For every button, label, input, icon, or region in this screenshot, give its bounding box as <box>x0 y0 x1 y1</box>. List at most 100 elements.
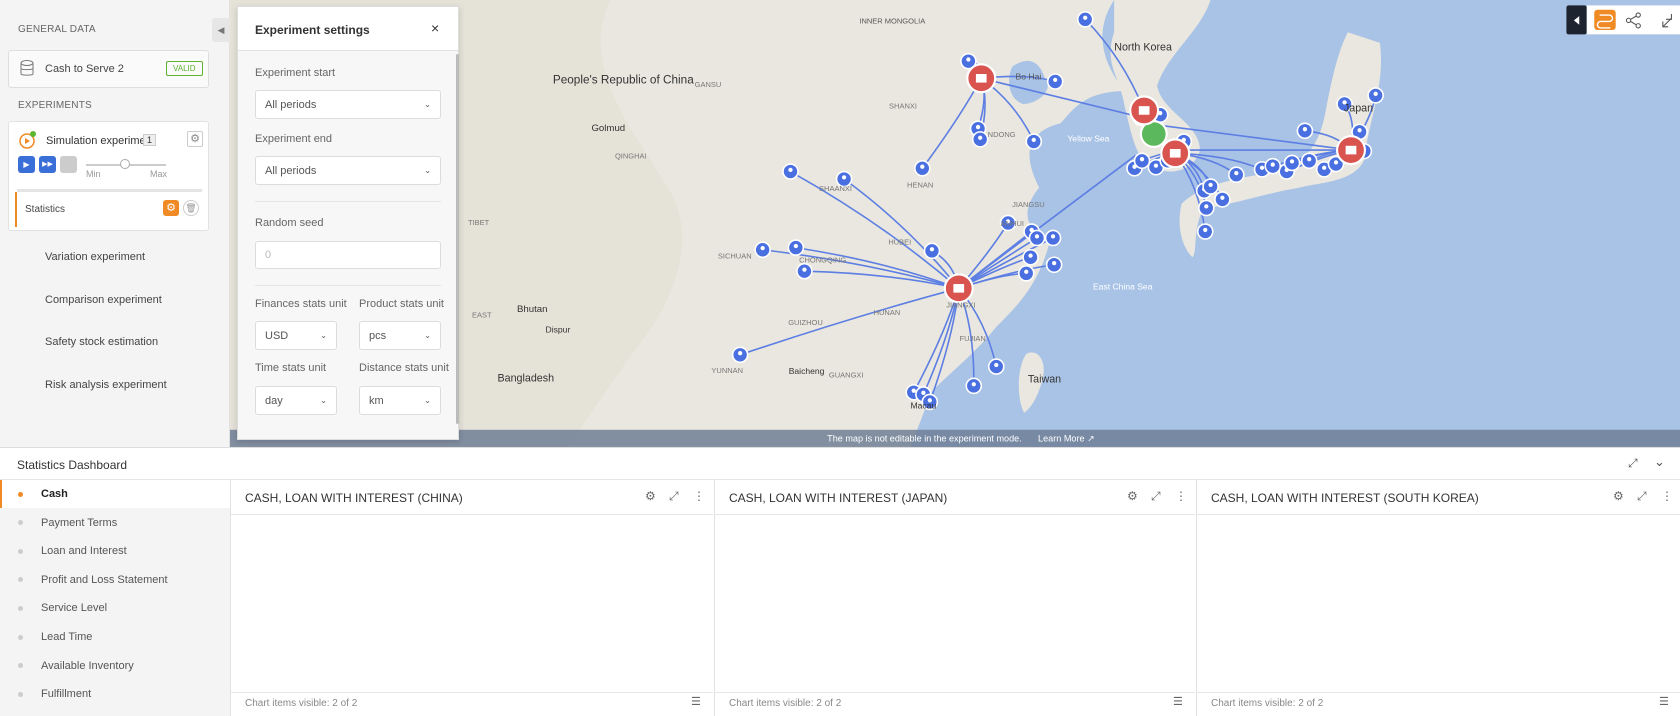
seed-input[interactable]: 0 <box>255 241 441 269</box>
nav-item[interactable]: Available Inventory <box>0 652 230 680</box>
experiment-name: Safety stock estimation <box>45 336 159 348</box>
sea <box>910 0 1680 447</box>
collapse-button[interactable]: ⌄ <box>1654 454 1665 469</box>
nav-item[interactable]: Lead Time <box>0 623 230 651</box>
divider <box>1197 514 1680 515</box>
marker-icon <box>1220 195 1225 200</box>
end-select[interactable]: All periods ⌄ <box>255 156 441 185</box>
nav-label: Profit and Loss Statement <box>41 573 168 586</box>
place-label: Taiwan <box>1028 374 1061 386</box>
network-button[interactable] <box>1625 12 1641 29</box>
experiment-name[interactable]: Simulation experiment <box>46 135 155 147</box>
learn-more-link[interactable]: Learn More ↗ <box>1038 434 1095 444</box>
fast-forward-button[interactable]: ▶▶ <box>39 156 56 173</box>
expand-button[interactable]: ⤢ <box>1628 456 1638 470</box>
simulation-card: Simulation experiment 1 ⚙ ▶ ▶▶ Min Max S… <box>8 121 209 231</box>
chart-footer: Chart items visible: 2 of 2 <box>1211 698 1324 709</box>
marker-icon <box>802 267 807 272</box>
place-label: SICHUAN <box>718 251 752 260</box>
marker-icon <box>1158 110 1163 116</box>
distance-select[interactable]: km ⌄ <box>359 386 441 415</box>
place-label: INNER MONGOLIA <box>859 17 925 26</box>
slider-thumb[interactable] <box>120 159 130 169</box>
nav-dot <box>18 548 23 554</box>
place-label: NDONG <box>988 130 1016 139</box>
divider <box>715 692 1195 693</box>
nav-dot <box>18 577 23 583</box>
stop-button[interactable] <box>60 156 77 173</box>
panel-button[interactable]: ⤢ <box>669 489 679 503</box>
experiment-row[interactable]: Comparison experiment <box>0 288 228 314</box>
panel-button[interactable]: ⋮ <box>1175 489 1187 503</box>
product-select[interactable]: pcs ⌄ <box>359 321 441 350</box>
experiment-row[interactable]: Risk analysis experiment <box>0 373 228 399</box>
panel-button[interactable]: ⋮ <box>693 489 705 503</box>
marker-icon <box>966 57 971 62</box>
route <box>739 287 959 356</box>
marker-icon <box>1342 100 1347 105</box>
marker-icon <box>1024 269 1029 274</box>
marker-icon <box>953 284 965 293</box>
database-icon <box>20 60 34 76</box>
experiment-row[interactable]: Safety stock estimation <box>0 330 228 356</box>
panel-button[interactable]: ⚙ <box>645 489 656 503</box>
marker-icon <box>929 247 935 252</box>
dashboard-nav: Cash Payment Terms Loan and Interest Profit… <box>0 480 232 716</box>
banner-text: The map is not editable in the experimen… <box>827 434 1022 444</box>
nav-dot <box>18 605 23 611</box>
legend-toggle[interactable]: ☰ <box>691 696 701 708</box>
marker-icon <box>971 382 976 387</box>
place-label: Japan <box>1344 103 1373 115</box>
close-button[interactable]: × <box>431 20 440 36</box>
field-label: Distance stats unit <box>359 362 449 374</box>
status-badge: VALID <box>166 61 203 76</box>
place-label: Bo Hai <box>1016 71 1042 81</box>
marker-icon <box>911 388 916 393</box>
panel-button[interactable]: ⤢ <box>1637 489 1647 503</box>
nav-label: Fulfillment <box>41 688 92 701</box>
legend-toggle[interactable]: ☰ <box>1659 696 1669 708</box>
marker-icon <box>975 73 987 83</box>
place-label: Baicheng <box>789 366 825 376</box>
fullscreen-button[interactable] <box>1662 13 1672 28</box>
nav-item[interactable]: Fulfillment <box>0 680 230 708</box>
settings-button[interactable]: ⚙ <box>163 200 179 216</box>
route <box>795 246 960 290</box>
time-select[interactable]: day ⌄ <box>255 386 337 415</box>
panel-button[interactable]: ⤢ <box>1151 489 1161 503</box>
play-button[interactable]: ▶ <box>18 156 35 173</box>
legend-toggle[interactable]: ☰ <box>1173 696 1183 708</box>
delete-button[interactable]: 🗑 <box>183 200 199 216</box>
experiment-name: Variation experiment <box>45 251 146 263</box>
finances-select[interactable]: USD ⌄ <box>255 321 337 350</box>
slider-max: Max <box>150 169 168 179</box>
place-label: Bhutan <box>517 304 548 315</box>
scenario-card[interactable]: Cash to Serve 2 VALID <box>8 50 209 88</box>
marker-icon <box>1083 15 1088 20</box>
marker-icon <box>1289 159 1295 164</box>
experiment-row[interactable]: Variation experiment <box>0 245 228 271</box>
nav-label: Lead Time <box>41 631 93 643</box>
nav-item[interactable]: Cash <box>0 480 232 508</box>
bo-hai <box>1009 60 1048 105</box>
nav-label: Service Level <box>41 602 108 615</box>
start-select[interactable]: All periods ⌄ <box>255 90 441 119</box>
nav-item[interactable]: Profit and Loss Statement <box>0 566 230 594</box>
collapse-button[interactable]: ◀ <box>212 18 230 42</box>
nav-item[interactable]: Service Level <box>0 594 230 622</box>
panel-button[interactable]: ⚙ <box>1613 489 1624 503</box>
experiment-name: Comparison experiment <box>45 294 162 306</box>
statistics-row[interactable]: Statistics ⚙ 🗑 <box>15 192 203 227</box>
marker-icon <box>1005 219 1011 224</box>
place-label: JIANGSU <box>1012 200 1045 209</box>
nav-item[interactable]: Loan and Interest <box>0 537 230 565</box>
marker-icon <box>1307 157 1312 162</box>
nav-item[interactable]: Payment Terms <box>0 509 230 537</box>
divider <box>231 514 713 515</box>
settings-button[interactable]: ⚙ <box>187 131 203 147</box>
panel-button[interactable]: ⋮ <box>1661 489 1673 503</box>
icon <box>1573 16 1580 25</box>
panel-button[interactable]: ⚙ <box>1127 489 1138 503</box>
marker-icon <box>1345 145 1357 155</box>
nav-dot <box>18 491 23 497</box>
